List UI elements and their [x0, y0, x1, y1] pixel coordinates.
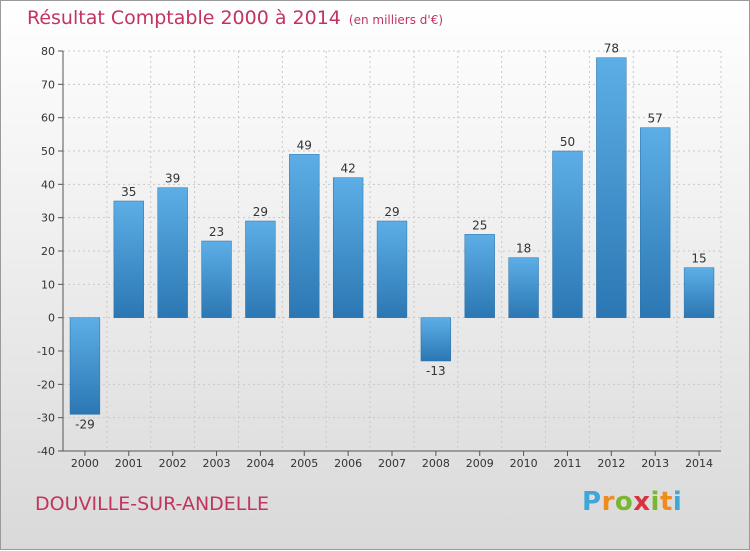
chart-title-text: Résultat Comptable 2000 à 2014 [27, 7, 341, 29]
bar-2013 [640, 127, 671, 318]
bar-2000 [69, 317, 101, 415]
x-tick-label-2010: 2010 [510, 457, 538, 470]
labels: -40 -30 -20 -10 0 10 20 30 40 50 60 70 80 2000 -29 2001… [37, 42, 713, 470]
x-tick-label-2013: 2013 [641, 457, 669, 470]
y-tick-label: 40 [41, 178, 55, 191]
bar-2009 [464, 234, 495, 318]
bars [69, 57, 715, 415]
bar-2002 [157, 187, 188, 318]
data-label-2006: 42 [340, 162, 355, 176]
data-label-2012: 78 [604, 42, 619, 56]
y-tick-label: -10 [37, 345, 55, 358]
bar-2011 [552, 150, 583, 318]
x-tick-label-2001: 2001 [115, 457, 143, 470]
data-label-2000: -29 [75, 417, 95, 431]
bar-2003 [201, 240, 232, 318]
data-label-2001: 35 [121, 185, 136, 199]
data-label-2014: 15 [691, 252, 706, 266]
bar-2005 [289, 154, 320, 318]
y-tick-label: -40 [37, 445, 55, 458]
x-tick-label-2006: 2006 [334, 457, 362, 470]
y-tick-label: -20 [37, 378, 55, 391]
y-tick-label: 10 [41, 278, 55, 291]
data-label-2011: 50 [560, 135, 575, 149]
proxiti-logo: Proxiti [582, 487, 683, 517]
bar-2012 [596, 57, 627, 318]
data-label-2009: 25 [472, 218, 487, 232]
bar-2004 [245, 220, 276, 318]
bar-2010 [508, 257, 539, 318]
grid-lines [62, 50, 722, 452]
y-tick-label: 0 [48, 312, 55, 325]
y-tick-label: -30 [37, 412, 55, 425]
bar-2008 [420, 317, 452, 362]
x-tick-label-2014: 2014 [685, 457, 713, 470]
x-tick-label-2008: 2008 [422, 457, 450, 470]
x-tick-label-2004: 2004 [246, 457, 274, 470]
y-tick-label: 30 [41, 212, 55, 225]
y-tick-label: 50 [41, 145, 55, 158]
bar-2006 [332, 177, 364, 318]
data-label-2002: 39 [165, 172, 180, 186]
chart-title: Résultat Comptable 2000 à 2014 (en millie… [27, 7, 443, 29]
data-label-2007: 29 [384, 205, 399, 219]
data-label-2003: 23 [209, 225, 224, 239]
chart-unit: (en milliers d'€) [348, 13, 444, 27]
axes [58, 50, 721, 456]
x-tick-label-2009: 2009 [466, 457, 494, 470]
y-tick-label: 20 [41, 245, 55, 258]
data-label-2010: 18 [516, 242, 531, 256]
data-label-2013: 57 [648, 112, 663, 126]
x-tick-label-2003: 2003 [203, 457, 231, 470]
data-label-2004: 29 [253, 205, 268, 219]
bar-2007 [376, 220, 408, 318]
x-tick-label-2011: 2011 [553, 457, 581, 470]
y-tick-label: 60 [41, 112, 55, 125]
data-label-2008: -13 [426, 364, 446, 378]
y-tick-label: 80 [41, 45, 55, 58]
commune-name: DOUVILLE-SUR-ANDELLE [35, 493, 269, 515]
x-tick-label-2002: 2002 [159, 457, 187, 470]
x-tick-label-2000: 2000 [71, 457, 99, 470]
x-tick-label-2007: 2007 [378, 457, 406, 470]
x-tick-label-2005: 2005 [290, 457, 318, 470]
bar-2001 [113, 200, 144, 318]
y-tick-label: 70 [41, 78, 55, 91]
data-label-2005: 49 [297, 138, 312, 152]
bar-2014 [683, 267, 715, 318]
x-tick-label-2012: 2012 [597, 457, 625, 470]
